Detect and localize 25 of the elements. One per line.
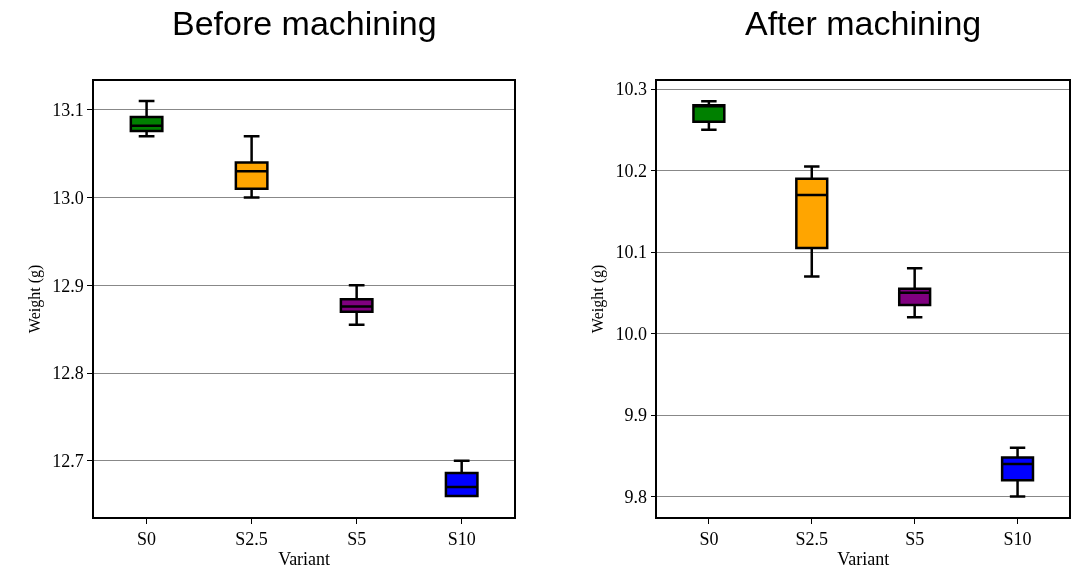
x-tick-label: S2.5 (235, 529, 268, 550)
y-tick-label: 12.7 (52, 451, 84, 472)
y-tick-label: 9.9 (624, 405, 648, 426)
y-axis-title: Weight (g) (588, 264, 607, 334)
x-tick-label: S0 (699, 529, 719, 550)
chart-title: After machining (745, 4, 982, 42)
y-tick-label: 10.1 (615, 242, 648, 263)
x-tick-label: S0 (137, 529, 157, 550)
y-tick-label: 13.0 (52, 187, 84, 208)
x-tick-label: S2.5 (795, 529, 829, 550)
y-tick-label: 13.1 (52, 100, 84, 121)
x-tick-label: S5 (905, 529, 925, 550)
y-tick-label: 10.2 (615, 160, 648, 181)
y-tick-label: 12.9 (52, 275, 84, 296)
y-tick-label: 9.8 (624, 486, 648, 507)
x-axis-title: Variant (278, 548, 331, 569)
y-tick-label: 10.0 (615, 323, 648, 344)
y-axis-title: Weight (g) (25, 264, 44, 334)
x-tick-label: S10 (1003, 529, 1032, 550)
x-tick-label: S5 (347, 529, 367, 550)
chart-title: Before machining (172, 4, 437, 42)
y-tick-label: 10.3 (615, 79, 648, 100)
x-tick-label: S10 (447, 529, 476, 550)
y-tick-label: 12.8 (52, 363, 84, 384)
x-axis-title: Variant (837, 548, 890, 569)
